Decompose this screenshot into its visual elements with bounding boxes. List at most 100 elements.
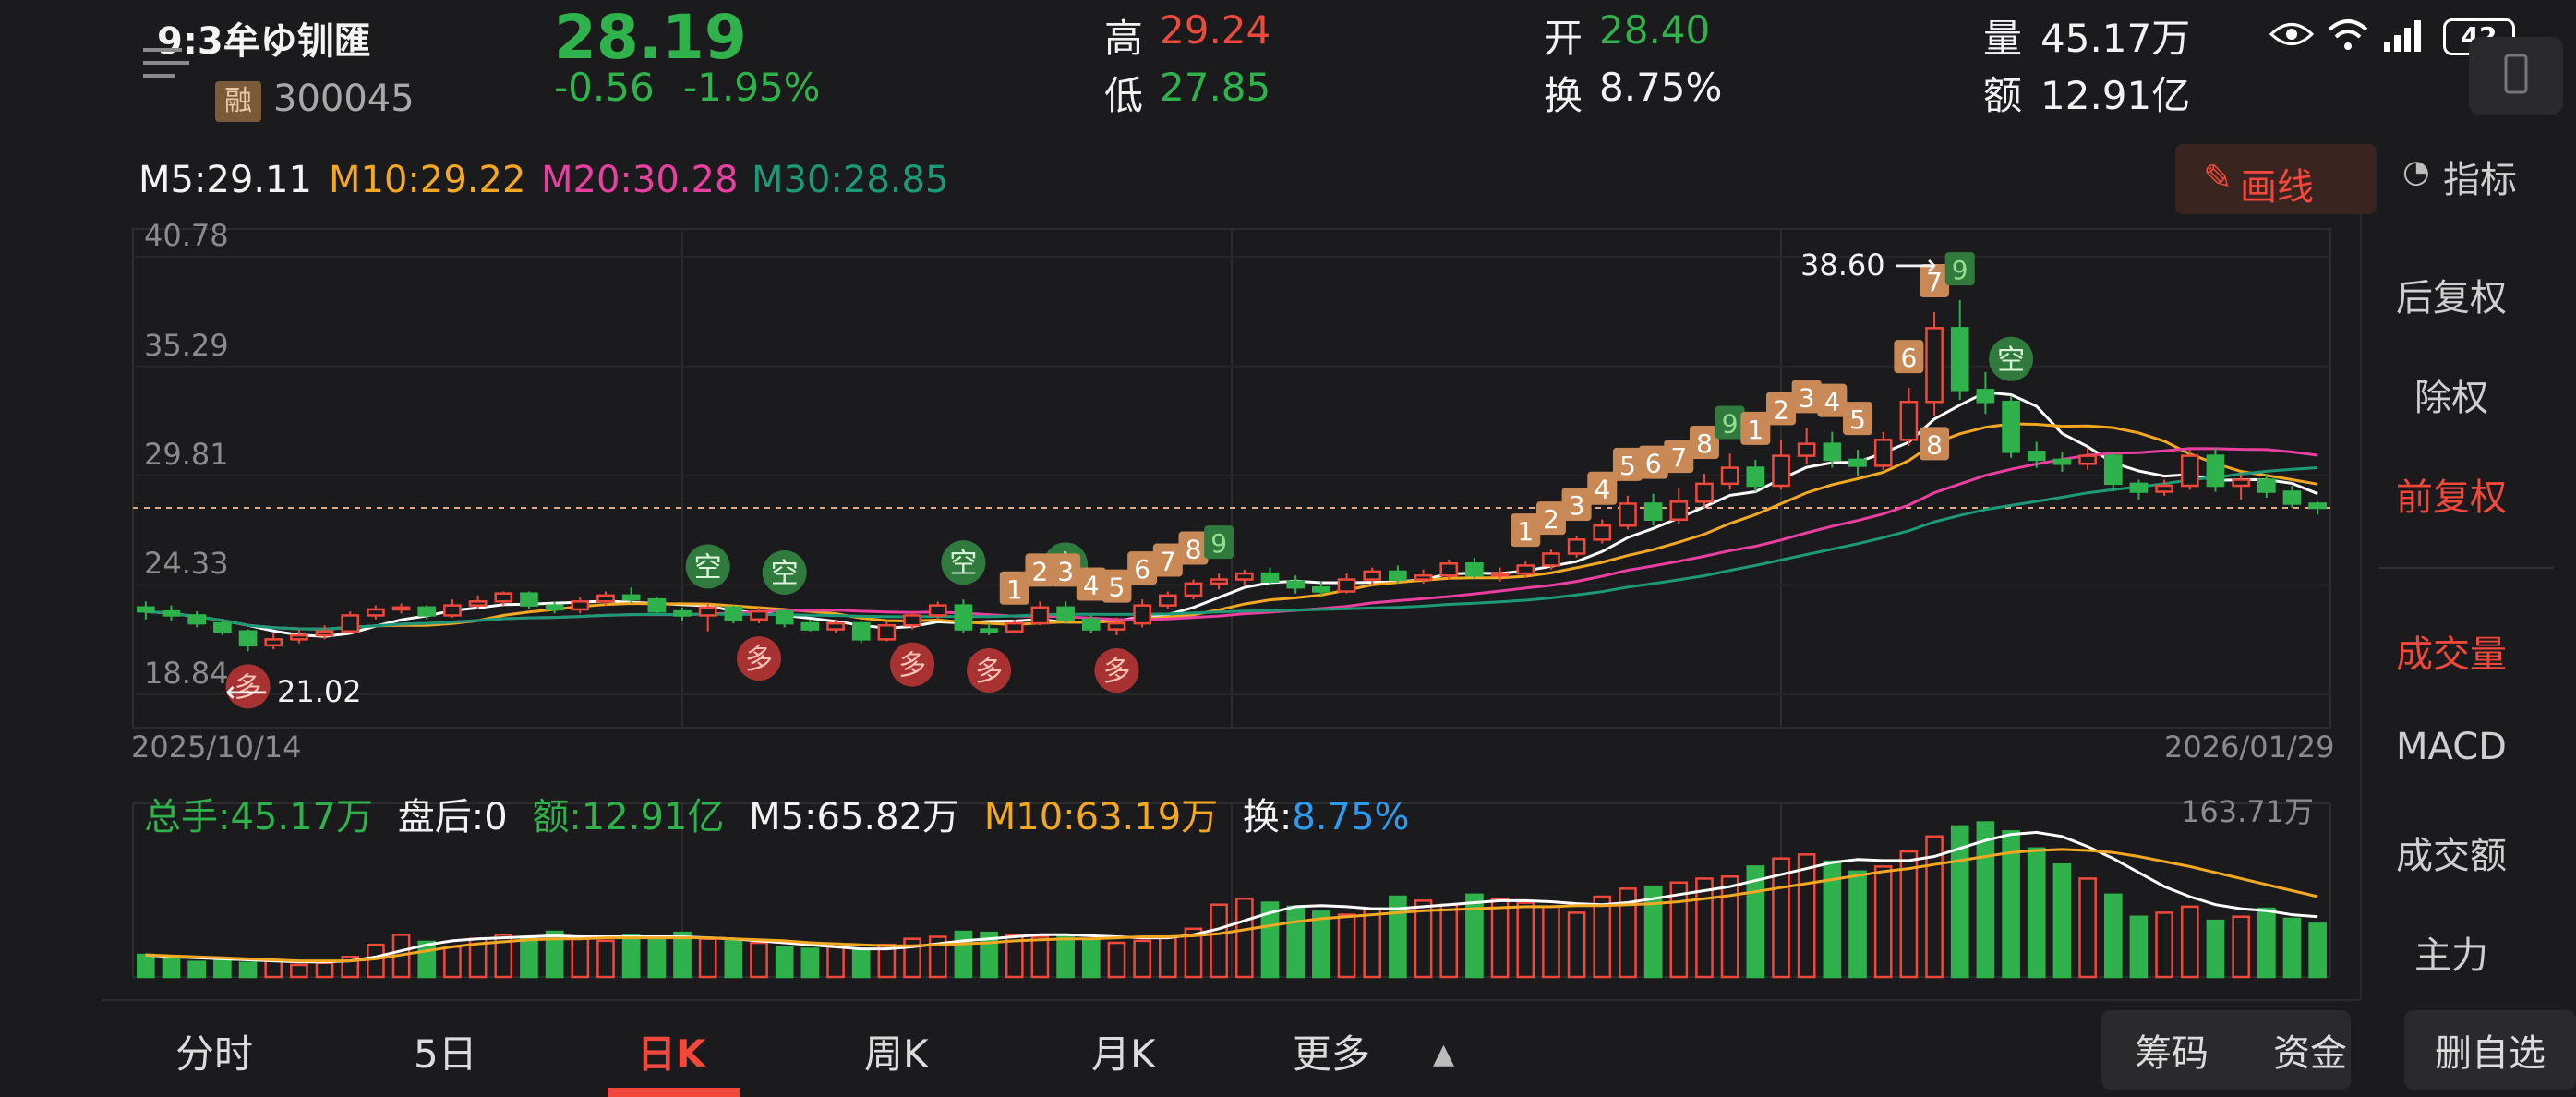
- remove-watchlist-bg: [2404, 1010, 2576, 1090]
- volume-bar: [826, 946, 845, 979]
- sidebar-item-pre-adjusted[interactable]: 前复权: [2396, 476, 2507, 519]
- count-badge: 1: [999, 571, 1029, 605]
- candle: [698, 603, 717, 632]
- candle-body: [2027, 451, 2046, 462]
- caret-up-icon[interactable]: ▲: [1433, 1038, 1455, 1070]
- candle-body: [1414, 573, 1433, 581]
- tab-daily-k-underline: [608, 1088, 740, 1097]
- vol-m5: M5:65.82万: [749, 796, 960, 838]
- volume-bar: [596, 939, 615, 979]
- volume-label: 量: [1983, 16, 2023, 61]
- count-badge: 2: [1535, 501, 1566, 536]
- count-badge: 2: [1766, 392, 1796, 426]
- tab-weekly-k[interactable]: 周K: [864, 1031, 929, 1077]
- volume-bar: [1337, 913, 1356, 979]
- vol-total: 45.17万: [230, 796, 373, 838]
- y-tick-label: 18.84: [144, 656, 229, 691]
- date-start: 2025/10/14: [131, 729, 302, 765]
- volume-bar: [315, 961, 334, 979]
- sidebar-item-turnover-amount[interactable]: 成交额: [2396, 835, 2507, 877]
- sidebar-item-ex-rights[interactable]: 除权: [2414, 377, 2488, 419]
- volume-bar: [1516, 901, 1535, 979]
- candle: [1337, 573, 1356, 594]
- volume-bar: [264, 959, 283, 979]
- high-label: 高: [1104, 16, 1144, 61]
- count-badge-text: 5: [1109, 573, 1125, 603]
- count-badge-text: 4: [1083, 570, 1100, 600]
- candle: [1286, 575, 1306, 594]
- sidebar-item-volume[interactable]: 成交量: [2396, 633, 2507, 676]
- candle: [877, 621, 897, 642]
- candle-body: [1363, 570, 1382, 581]
- volume-bar: [2180, 905, 2199, 979]
- indicator-button[interactable]: ◔ 指标: [2401, 148, 2567, 201]
- candle-body: [468, 600, 488, 607]
- volume-bars: [137, 821, 2327, 979]
- candle: [443, 599, 462, 618]
- count-badge: 6: [1894, 340, 1924, 374]
- candle: [1976, 371, 1995, 415]
- volume-bar: [1746, 865, 1765, 979]
- signal-text: 空: [1997, 344, 2025, 377]
- candle-body: [315, 630, 334, 637]
- candle: [2027, 441, 2046, 468]
- candle-body: [187, 614, 207, 625]
- sidebar-item-main-force[interactable]: 主力: [2414, 934, 2488, 977]
- volume-bar: [1619, 887, 1637, 979]
- signal-bg: [1094, 648, 1139, 693]
- sidebar-item-post-adjusted[interactable]: 后复权: [2396, 277, 2507, 319]
- tab-monthly-k[interactable]: 月K: [1091, 1031, 1156, 1077]
- volume-bar: [1669, 881, 1689, 979]
- candle-body: [1286, 580, 1306, 589]
- vol-ma5-line: [145, 830, 2318, 964]
- tab-intraday[interactable]: 分时: [175, 1031, 254, 1077]
- vol-after: 盘后:0: [397, 796, 508, 838]
- candle: [290, 629, 308, 644]
- candle: [1056, 601, 1075, 624]
- candle-body: [1848, 458, 1867, 467]
- tab-5day[interactable]: 5日: [414, 1031, 477, 1077]
- candle-body: [1873, 439, 1893, 467]
- candle: [2103, 452, 2123, 492]
- count-badge-bg: [1076, 567, 1106, 601]
- candle: [1260, 567, 1280, 586]
- count-badge-bg: [1791, 380, 1822, 414]
- tab-daily-k[interactable]: 日K: [637, 1031, 706, 1077]
- candle: [341, 611, 360, 633]
- draw-line-label: 画线: [2240, 166, 2314, 209]
- signal-bg: [941, 540, 986, 585]
- volume-bar: [1720, 875, 1739, 979]
- candle: [954, 599, 973, 633]
- count-badge-bg: [1740, 411, 1771, 445]
- candle-body: [1695, 482, 1714, 503]
- tab-more[interactable]: 更多: [1293, 1031, 1371, 1077]
- candle-body: [1260, 572, 1280, 583]
- chips-button[interactable]: 筹码: [2135, 1032, 2209, 1075]
- low-annotation: ⟵ 21.02: [225, 674, 362, 709]
- volume-bar: [290, 963, 308, 979]
- date-end: 2026/01/29: [2164, 729, 2335, 765]
- count-badge: 7: [1920, 264, 1950, 298]
- sidebar-item-macd[interactable]: MACD: [2396, 726, 2507, 768]
- phone-icon[interactable]: [2469, 37, 2563, 115]
- count-badge-text: 6: [1645, 449, 1662, 479]
- candle: [928, 601, 947, 620]
- candle: [264, 633, 283, 650]
- candle: [417, 605, 437, 620]
- menu-icon[interactable]: [143, 44, 189, 81]
- candle-body: [2155, 484, 2173, 493]
- candle-body: [1567, 538, 1586, 555]
- long-signal: 多: [890, 642, 935, 687]
- candlestick-chart[interactable]: 多多多多多空空空空空123456789123456789123456798: [0, 0, 2364, 1016]
- y-tick-label: 40.78: [144, 218, 229, 253]
- funds-button[interactable]: 资金: [2273, 1032, 2347, 1075]
- draw-line-button[interactable]: ✎ 画线: [2175, 144, 2377, 214]
- remove-watchlist-button[interactable]: 删自选: [2435, 1032, 2546, 1075]
- count-badge-text: 7: [1160, 547, 1176, 577]
- candle-body: [494, 592, 513, 603]
- count-badge-bg: [1511, 513, 1541, 548]
- volume-value: 45.17万: [2040, 16, 2191, 61]
- count-badge: 9: [1944, 252, 1975, 286]
- candle: [1542, 549, 1560, 570]
- candle-body: [2129, 482, 2149, 493]
